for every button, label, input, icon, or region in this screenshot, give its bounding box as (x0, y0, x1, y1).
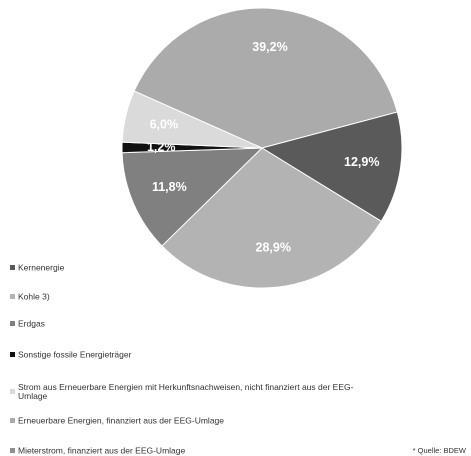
legend-swatch (10, 448, 15, 453)
legend-swatch (10, 352, 15, 357)
legend-label: Strom aus Erneuerbare Energien mit Herku… (18, 382, 354, 401)
data-label: 39,2% (252, 40, 287, 54)
legend-swatch (10, 321, 15, 326)
legend-label: Erneuerbare Energien, finanziert aus der… (18, 415, 224, 425)
data-label: 12,9% (344, 155, 379, 169)
legend-label: Sonstige fossile Energieträger (18, 349, 132, 359)
pie-slice (121, 147, 264, 247)
data-label: 11,8% (152, 180, 187, 194)
legend-label: Kernenergie (18, 262, 65, 272)
data-label: 6,0% (150, 117, 179, 131)
pie-slice (161, 147, 382, 289)
pie-slice (133, 7, 398, 149)
legend-swatch (10, 265, 15, 270)
pie-slice (260, 111, 403, 222)
legend-swatch (10, 389, 15, 394)
legend-label: Kohle 3) (18, 291, 50, 301)
legend-swatch (10, 418, 15, 423)
legend-swatch (10, 294, 15, 299)
source: * Quelle: BDEW (413, 446, 467, 455)
legend-label: Erdgas (18, 318, 45, 328)
data-label: 28,9% (256, 240, 291, 254)
pie-slice (121, 90, 263, 149)
legend-label: Mieterstrom, finanziert aus der EEG-Umla… (18, 445, 185, 455)
